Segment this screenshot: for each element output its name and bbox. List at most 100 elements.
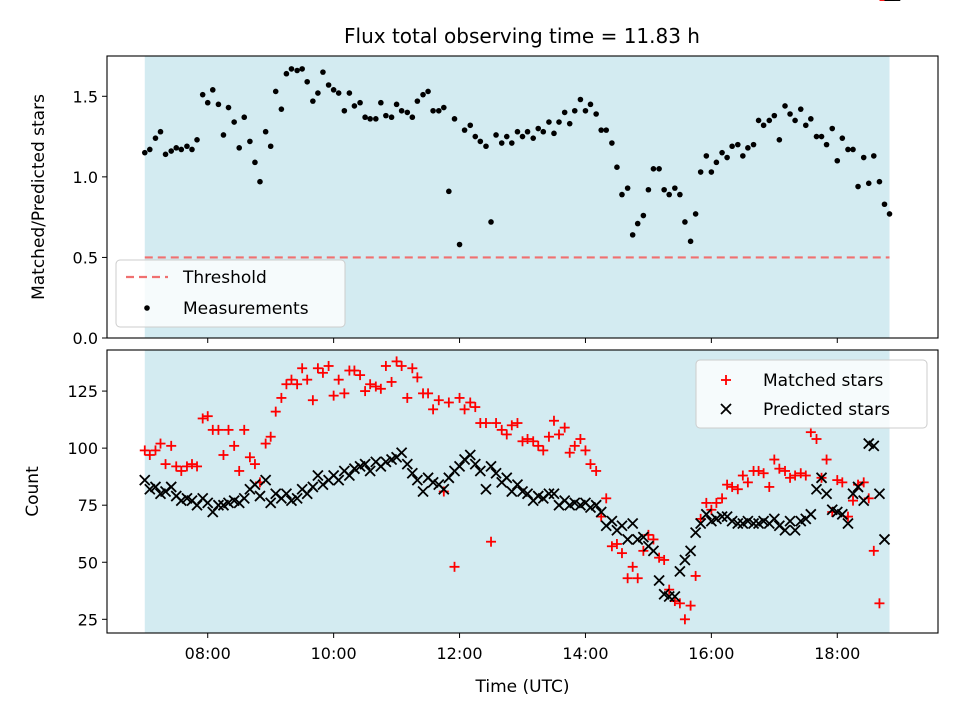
predicted-star-point bbox=[485, 460, 497, 473]
measurement-point bbox=[818, 133, 825, 140]
bottom-y-ticks: 25 50 75 100 125 bbox=[67, 382, 107, 629]
measurement-point bbox=[441, 104, 447, 111]
measurement-point bbox=[503, 133, 510, 140]
predicted-star-point bbox=[815, 472, 828, 484]
predicted-star-point bbox=[438, 483, 450, 495]
matched-star-point bbox=[323, 360, 334, 371]
matched-star-point bbox=[538, 445, 549, 456]
predicted-star-point bbox=[464, 449, 476, 461]
top-y-ticks: 0.0 0.5 1.0 1.5 bbox=[73, 87, 107, 348]
matched-star-point bbox=[512, 418, 523, 429]
measurement-point bbox=[141, 149, 148, 156]
measurement-point bbox=[409, 114, 416, 121]
matched-star-point bbox=[548, 415, 559, 426]
matched-star-point bbox=[774, 463, 785, 474]
matched-star-point bbox=[412, 372, 423, 383]
measurement-point bbox=[708, 169, 715, 175]
matched-star-point bbox=[160, 459, 171, 470]
matched-star-point bbox=[580, 445, 591, 456]
matched-star-point bbox=[659, 554, 670, 565]
measurement-point bbox=[755, 117, 762, 124]
predicted-star-point bbox=[333, 474, 345, 486]
matched-star-point bbox=[622, 573, 633, 584]
predicted-star-point bbox=[202, 497, 214, 509]
measurement-point bbox=[461, 127, 468, 133]
measurement-point bbox=[278, 106, 285, 112]
predicted-star-point bbox=[653, 574, 665, 587]
matched-star-point bbox=[292, 379, 303, 390]
matched-star-point bbox=[265, 431, 276, 442]
measurement-point bbox=[566, 120, 573, 127]
predicted-star-point bbox=[175, 494, 187, 507]
measurement-point bbox=[199, 91, 206, 98]
matched-star-point bbox=[611, 538, 622, 549]
measurement-point bbox=[288, 66, 295, 72]
measurement-point bbox=[498, 140, 505, 146]
matched-star-point bbox=[606, 541, 617, 552]
predicted-star-point bbox=[291, 492, 303, 504]
matched-star-point bbox=[155, 438, 166, 449]
measurement-point bbox=[435, 107, 442, 114]
predicted-star-point bbox=[847, 488, 859, 500]
legend-threshold-label: Threshold bbox=[182, 268, 267, 288]
matched-star-point bbox=[491, 418, 502, 429]
matched-star-point bbox=[286, 374, 297, 385]
top-y-axis-label: Matched/Predicted stars bbox=[29, 94, 49, 300]
measurement-point bbox=[672, 185, 678, 191]
matched-star-point bbox=[465, 397, 476, 408]
matched-star-point bbox=[423, 388, 434, 399]
measurement-point bbox=[577, 96, 584, 103]
legend-measurements-label: Measurements bbox=[183, 299, 309, 319]
matched-star-point bbox=[197, 413, 208, 424]
measurement-point bbox=[330, 87, 337, 93]
predicted-star-point bbox=[222, 497, 235, 509]
measurement-point bbox=[766, 117, 773, 124]
predicted-star-point bbox=[810, 483, 823, 495]
predicted-star-point bbox=[700, 508, 712, 520]
measurement-point bbox=[782, 103, 788, 109]
measurement-point bbox=[792, 117, 798, 124]
measurement-point bbox=[220, 132, 227, 138]
predicted-star-point bbox=[789, 524, 801, 536]
measurement-point bbox=[508, 140, 515, 146]
matched-star-point bbox=[365, 379, 376, 390]
matched-star-point bbox=[732, 484, 743, 495]
measurement-point bbox=[735, 141, 741, 148]
measurement-point bbox=[241, 114, 248, 121]
matched-star-point bbox=[239, 424, 250, 435]
bottom-axes-frame bbox=[106, 349, 939, 634]
measurement-point bbox=[493, 132, 499, 138]
matched-star-point bbox=[166, 440, 177, 451]
measurement-point bbox=[388, 114, 395, 121]
measurement-point bbox=[823, 141, 830, 148]
predicted-star-point bbox=[343, 469, 356, 482]
predicted-star-point bbox=[165, 481, 177, 493]
x-tick-label: 18:00 bbox=[814, 644, 860, 663]
predicted-star-point bbox=[647, 545, 660, 557]
matched-star-point bbox=[454, 392, 465, 403]
predicted-star-point bbox=[469, 458, 481, 470]
measurement-point bbox=[299, 66, 305, 72]
measurement-point bbox=[886, 211, 893, 217]
x-tick-label: 08:00 bbox=[185, 644, 231, 663]
measurement-point bbox=[162, 151, 169, 158]
measurement-point bbox=[294, 67, 300, 74]
bottom-legend: Matched stars Predicted stars bbox=[695, 359, 928, 429]
matched-star-point bbox=[370, 381, 381, 392]
measurement-point bbox=[335, 90, 342, 96]
matched-star-point bbox=[780, 465, 791, 476]
measurement-point bbox=[184, 143, 190, 150]
predicted-star-point bbox=[742, 515, 754, 527]
bottom-y-tick-label: 100 bbox=[67, 439, 98, 458]
matched-star-point bbox=[737, 470, 748, 481]
measurement-point bbox=[530, 135, 537, 141]
chart-title: Flux total observing time = 11.83 h bbox=[344, 24, 700, 48]
matched-star-point bbox=[433, 395, 444, 406]
measurement-point bbox=[697, 169, 704, 175]
predicted-star-point bbox=[878, 533, 891, 546]
matched-star-point bbox=[795, 468, 806, 479]
matched-star-point bbox=[528, 436, 539, 447]
matched-star-point bbox=[470, 402, 481, 413]
predicted-star-point bbox=[501, 472, 513, 484]
measurement-point bbox=[451, 116, 458, 122]
